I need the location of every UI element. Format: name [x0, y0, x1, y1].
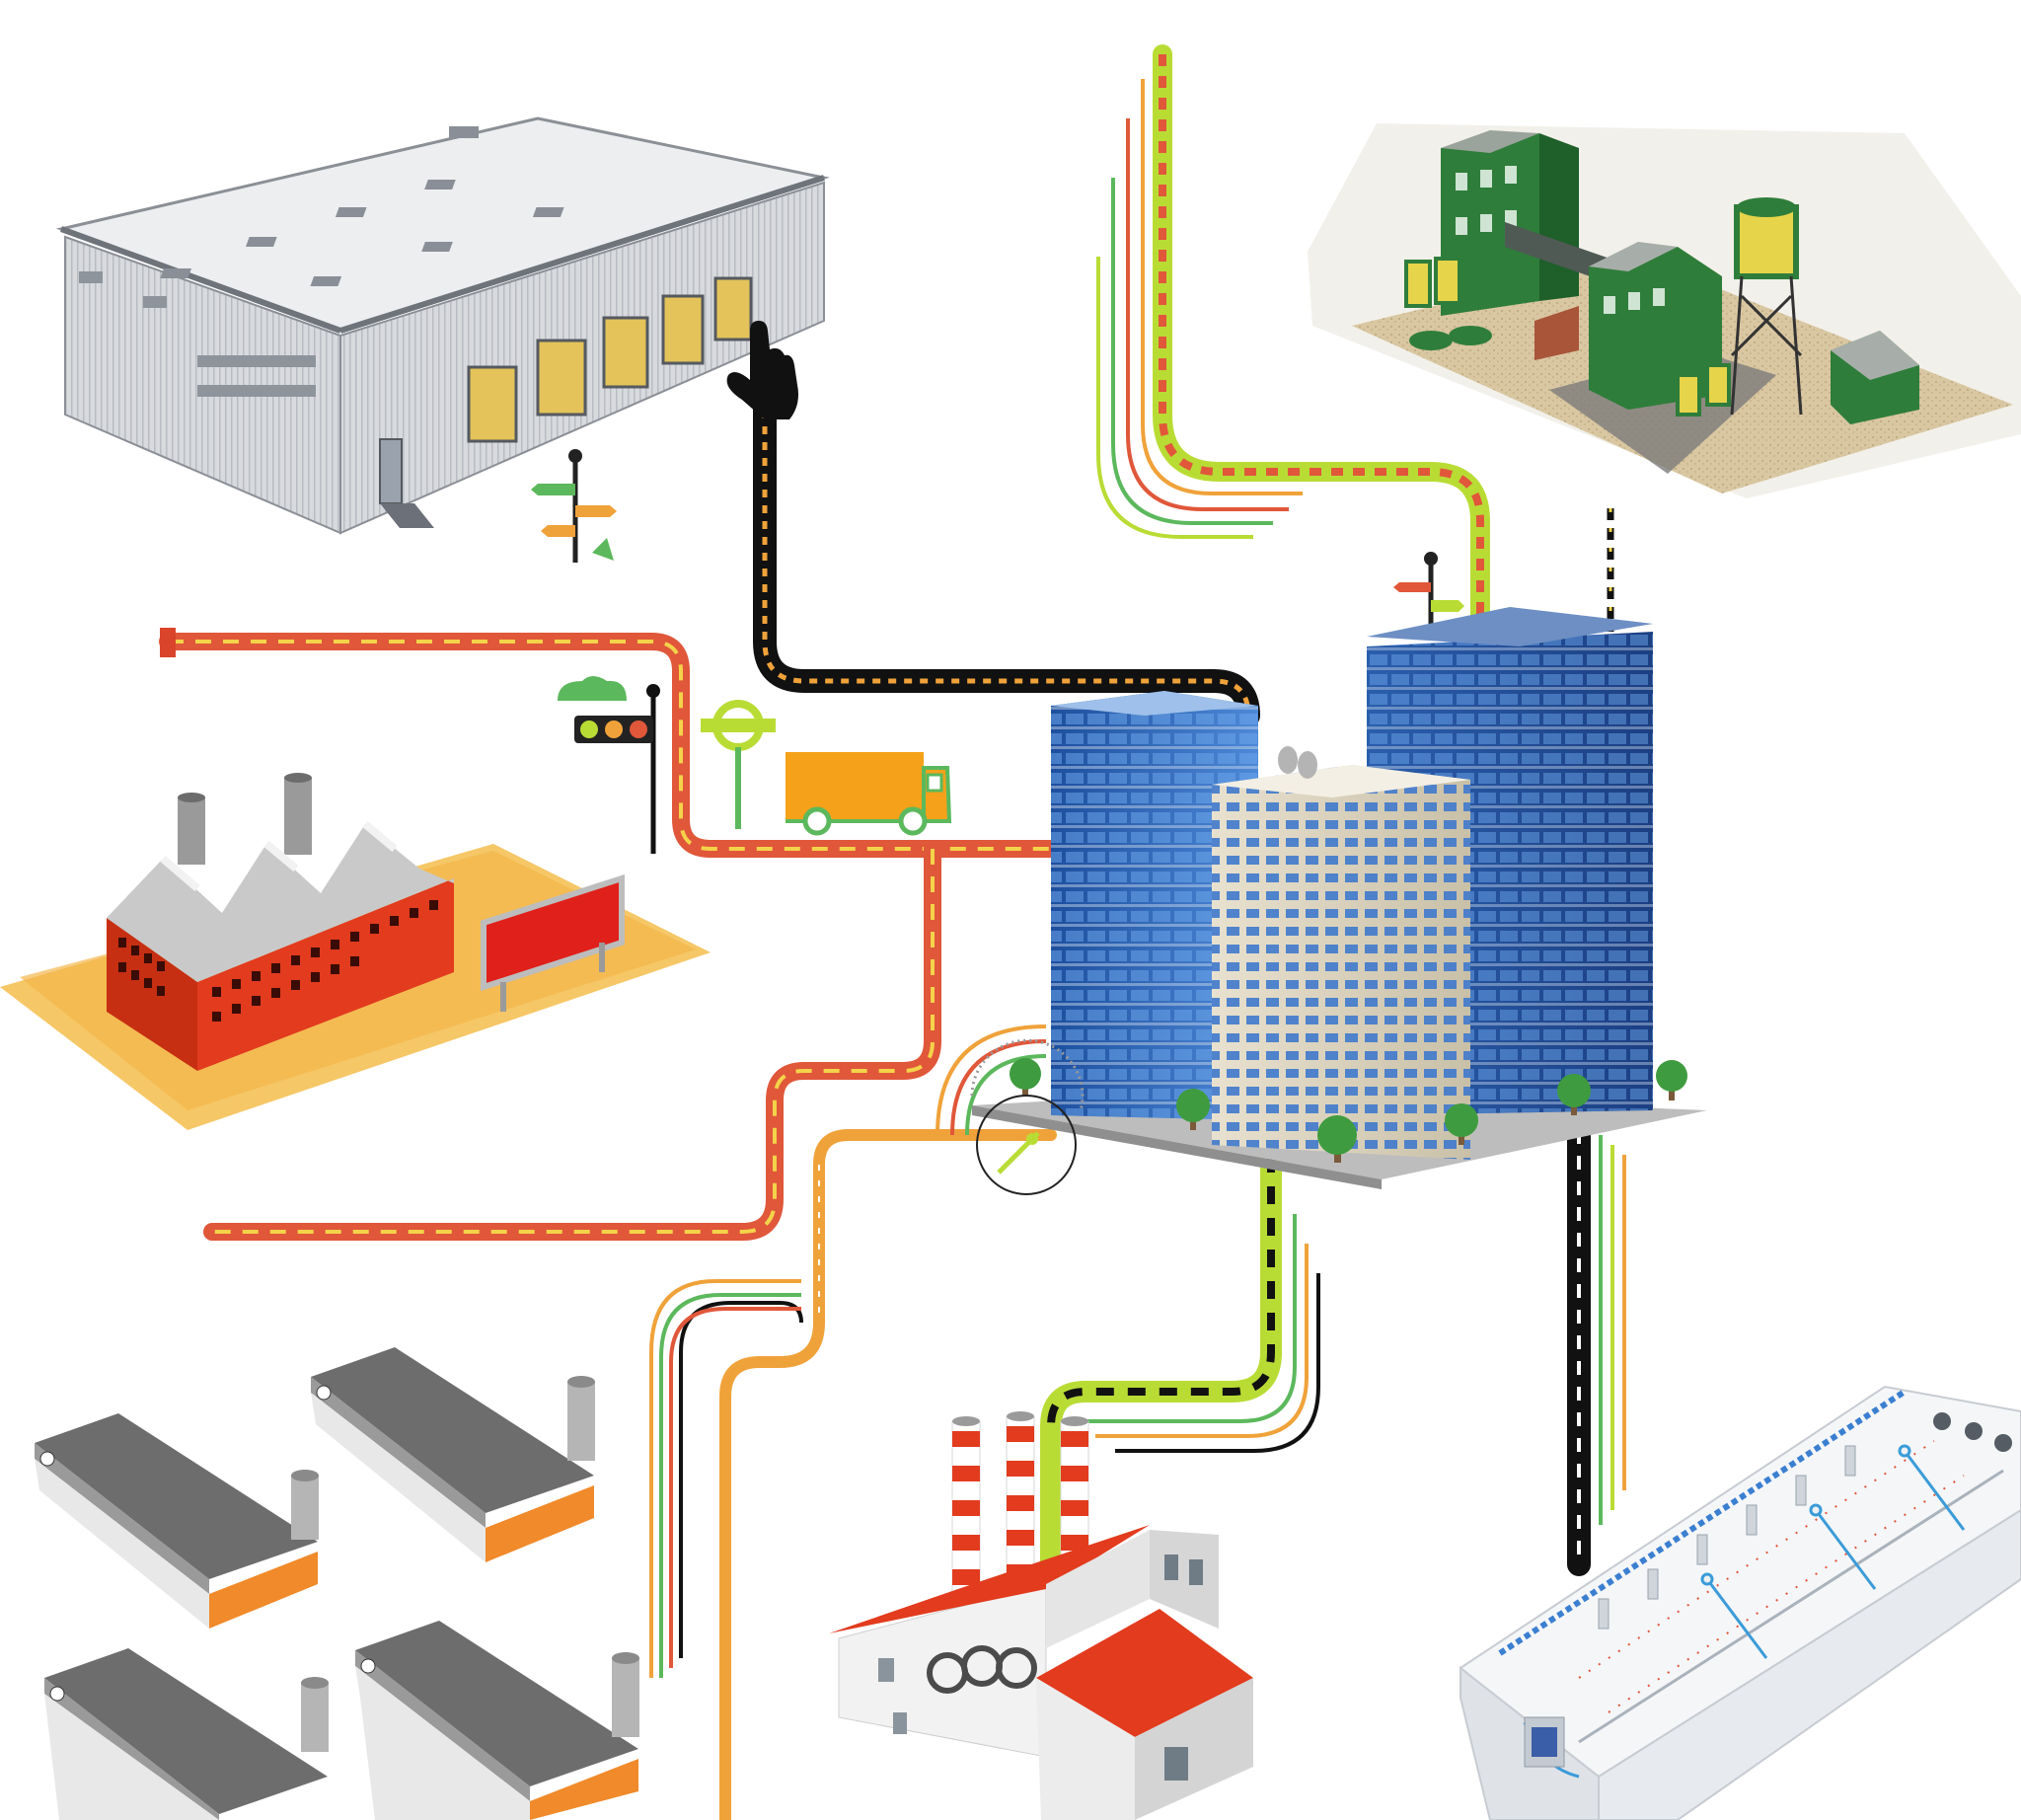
- factory-icon: [0, 773, 711, 1130]
- barn-icon: [44, 1648, 329, 1820]
- bus-stop-sign-icon: [701, 700, 776, 829]
- red-road-lower: [203, 840, 941, 1241]
- barn-icon: [35, 1413, 319, 1629]
- office-buildings-icon: [972, 607, 1707, 1189]
- poultry-house-icon: [1459, 1385, 2021, 1820]
- industrial-plant-icon: [1308, 123, 2021, 498]
- red-road-left: [159, 628, 1070, 858]
- striped-road-top: [1096, 44, 1490, 642]
- tree-icon: [1010, 1058, 1687, 1163]
- black-road-warehouse: [753, 383, 1260, 727]
- signpost-icon: [531, 449, 617, 563]
- lime-road-power: [1040, 1144, 1320, 1590]
- barn-cluster-icon: [35, 1347, 639, 1820]
- barn-icon: [311, 1347, 595, 1562]
- speed-gauge-icon: [970, 1038, 1085, 1195]
- black-road-poultry: [1567, 1118, 1626, 1576]
- delivery-truck-icon: [786, 752, 952, 836]
- smokestack-factory-icon: [829, 1411, 1253, 1820]
- traffic-light-icon: [558, 676, 660, 854]
- barn-icon: [355, 1621, 639, 1820]
- pointing-hand-icon: [726, 321, 798, 419]
- signpost-icon: [1393, 552, 1464, 632]
- warehouse-icon: [55, 116, 830, 535]
- orange-road-barns: [649, 1024, 1057, 1820]
